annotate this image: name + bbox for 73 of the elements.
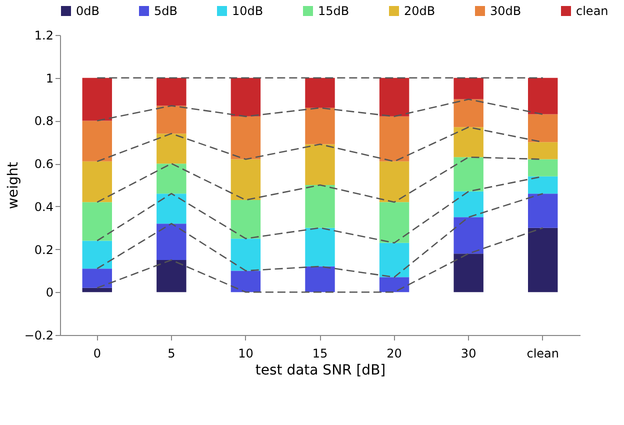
bar [230,78,261,116]
x-tick-label: 30 [460,346,476,360]
bar [454,78,484,100]
x-tick-label: 0 [93,346,101,360]
bar [230,200,261,239]
bar [379,78,410,116]
bar [82,288,112,292]
bar [528,176,558,194]
bar [528,114,558,142]
bar [528,142,558,160]
bar [454,99,484,128]
x-axis-title: test data SNR [dB] [255,362,386,378]
line-series [96,227,544,293]
bar [230,270,261,292]
bar [305,185,335,228]
y-tick-label: 0.6 [34,157,54,172]
bar [82,268,112,288]
bar [305,144,335,185]
x-tick-label: 5 [168,346,176,360]
line-series [96,192,544,278]
bar [156,260,186,292]
legend-label: 0dB [76,4,100,18]
bar [82,202,112,241]
legend-label: 30dB [490,4,522,18]
bar [230,238,261,271]
y-tick-label: 1.2 [34,28,54,42]
bar [379,202,410,243]
bar [454,127,484,158]
bar [454,254,484,292]
bar [230,116,261,160]
y-tick-label: 0.4 [34,200,54,214]
bar [454,217,484,254]
bar [454,157,484,192]
bar [305,266,335,292]
legend-label: clean [576,4,608,18]
line-series [96,98,544,122]
y-tick-label: −0.2 [24,328,54,342]
bar [454,191,484,218]
bar [528,159,558,176]
x-tick-label: 20 [386,346,402,360]
legend-label: 20dB [404,4,436,18]
bar [230,159,261,200]
legend-label: 10dB [232,4,264,18]
bar [82,120,112,162]
bar [379,116,410,162]
legend-label: 5dB [154,4,178,18]
x-tick-label: clean [526,346,559,360]
bar [82,78,112,121]
bar [305,78,335,108]
legend-label: 15dB [318,4,350,18]
bar [379,277,410,292]
bar [156,224,186,260]
bar [156,78,186,106]
bar [528,194,558,228]
bar [379,242,410,278]
bar [82,240,112,269]
bar [156,106,186,134]
bar [82,161,112,202]
bar [156,134,186,164]
bar [305,228,335,266]
y-tick-label: 0 [46,286,54,300]
bar [528,228,558,292]
x-tick-label: 15 [312,346,328,360]
y-tick-label: 0.8 [34,114,54,128]
y-tick-label: 1 [46,71,54,86]
bar [379,161,410,202]
bar [156,194,186,224]
x-tick-label: 10 [238,346,254,360]
bar [156,164,186,194]
bar [305,108,335,144]
y-axis-title: weight [5,161,22,210]
y-tick-label: 0.2 [34,242,54,257]
bar [528,78,558,114]
